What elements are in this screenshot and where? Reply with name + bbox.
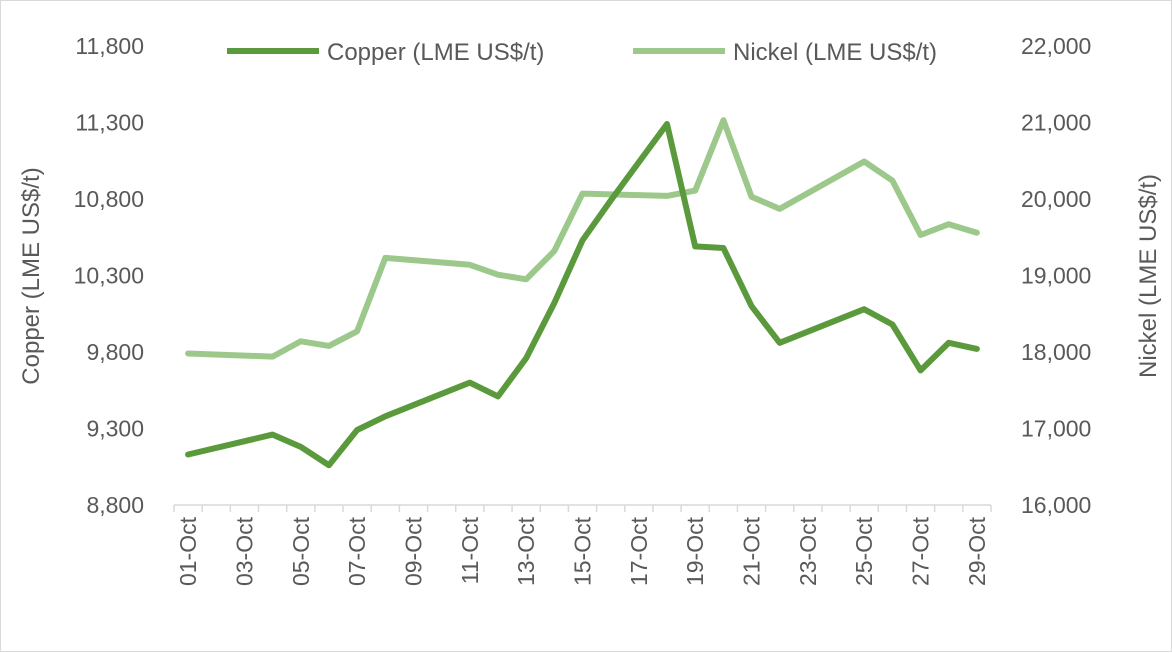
x-tick-label: 17-Oct	[626, 516, 652, 586]
x-tick-label: 25-Oct	[851, 516, 877, 586]
legend-label-copper: Copper (LME US$/t)	[327, 39, 544, 66]
series-line-copper	[185, 121, 980, 469]
x-tick-label: 29-Oct	[964, 516, 990, 586]
x-tick-label: 15-Oct	[570, 516, 596, 586]
y-right-ticks: 16,000 17,000 18,000 19,000 20,000 21,000 22,0…	[1021, 33, 1091, 518]
y-right-tick-label: 20,000	[1021, 186, 1091, 212]
legend-label-nickel: Nickel (LME US$/t)	[733, 39, 937, 66]
y-left-ticks: 8,800 9,300 9,800 10,300 10,800 11,300 11,800	[74, 33, 144, 518]
series-lines	[185, 117, 980, 469]
x-axis: 01-Oct 03-Oct 05-Oct 07-Oct 09-Oct 11-Oct 13-O…	[173, 504, 992, 586]
x-tick-label: 03-Oct	[231, 516, 257, 586]
y-left-axis-title: Copper (LME US$/t)	[18, 167, 45, 384]
y-right-tick-label: 17,000	[1021, 416, 1091, 442]
y-right-axis-title: Nickel (LME US$/t)	[1135, 174, 1162, 378]
x-tick-label: 21-Oct	[739, 516, 765, 586]
y-left-tick-label: 10,300	[74, 263, 144, 289]
x-tick-label: 19-Oct	[682, 516, 708, 586]
y-right-tick-label: 19,000	[1021, 263, 1091, 289]
y-right-tick-label: 16,000	[1021, 492, 1091, 518]
y-right-tick-label: 22,000	[1021, 33, 1091, 59]
series-line-nickel	[185, 117, 980, 360]
y-left-tick-label: 8,800	[86, 492, 144, 518]
x-tick-label: 11-Oct	[457, 516, 483, 584]
y-right-tick-label: 21,000	[1021, 110, 1091, 136]
y-left-tick-label: 11,800	[75, 33, 144, 59]
y-left-tick-label: 10,800	[74, 186, 144, 212]
y-right-tick-label: 18,000	[1021, 339, 1091, 365]
x-tick-label: 13-Oct	[513, 516, 539, 586]
x-tick-label: 27-Oct	[908, 516, 934, 586]
y-left-tick-label: 9,800	[86, 339, 144, 365]
x-tick-label: 23-Oct	[795, 516, 821, 586]
x-tick-label: 07-Oct	[344, 516, 370, 586]
x-tick-label: 09-Oct	[400, 516, 426, 586]
y-left-tick-label: 9,300	[86, 416, 144, 442]
x-tick-label: 01-Oct	[175, 516, 201, 586]
legend: Copper (LME US$/t) Nickel (LME US$/t)	[227, 39, 937, 66]
y-left-tick-label: 11,300	[75, 110, 144, 136]
x-tick-label: 05-Oct	[288, 516, 314, 586]
